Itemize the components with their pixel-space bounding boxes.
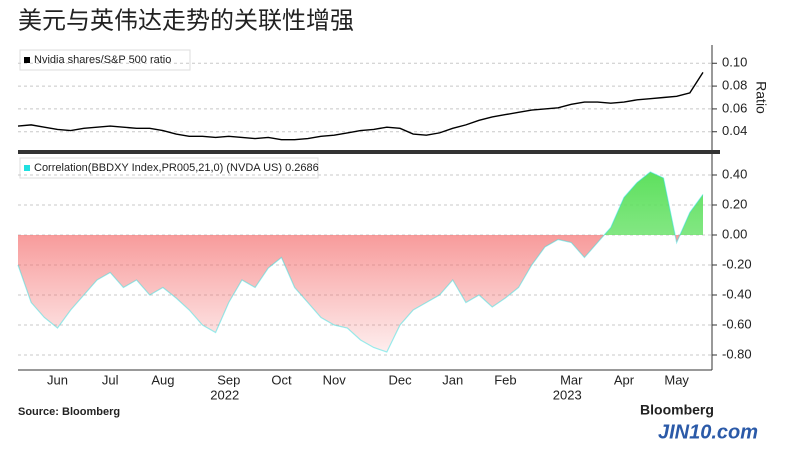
legend-swatch	[24, 57, 30, 63]
x-tick-label: Dec	[388, 372, 412, 387]
ratio-line	[17, 72, 704, 141]
y-tick-label: 0.00	[722, 226, 747, 241]
page-title: 美元与英伟达走势的关联性增强	[18, 7, 354, 35]
legend-box	[19, 49, 191, 71]
y-tick-label: 0.20	[722, 196, 747, 211]
y-tick-label: 0.40	[722, 166, 747, 181]
x-tick-label: May	[664, 372, 689, 387]
panel-separator	[18, 150, 720, 154]
y-tick-label: -0.40	[722, 286, 752, 301]
y-tick-label: -0.20	[722, 256, 752, 271]
x-tick-label: Nov	[323, 372, 347, 387]
x-tick-label: Oct	[271, 372, 292, 387]
y-tick-label: -0.80	[722, 346, 752, 361]
year-label: 2022	[210, 387, 239, 402]
y-axis-label: Ratio	[753, 81, 769, 114]
x-tick-label: Aug	[151, 372, 174, 387]
x-tick-label: Jul	[102, 372, 119, 387]
positive-area	[18, 172, 703, 235]
legend-label: Correlation(BBDXY Index,PR005,21,0) (NVD…	[34, 162, 319, 174]
watermark: JIN10.com	[658, 421, 758, 443]
x-tick-label: Jan	[442, 372, 463, 387]
x-tick-label: Sep	[217, 372, 240, 387]
correlation-line	[17, 171, 704, 353]
legend-box	[19, 157, 319, 179]
x-tick-label: Apr	[614, 372, 635, 387]
x-tick-label: Mar	[560, 372, 583, 387]
x-tick-label: Feb	[494, 372, 516, 387]
y-tick-label: 0.06	[722, 100, 747, 115]
y-tick-label: -0.60	[722, 316, 752, 331]
negative-area	[18, 235, 703, 352]
y-tick-label: 0.08	[722, 78, 747, 93]
legend-label: Nvidia shares/S&P 500 ratio	[34, 54, 171, 66]
y-tick-label: 0.04	[722, 123, 747, 138]
legend-swatch	[24, 165, 30, 171]
source: Source: Bloomberg	[18, 406, 120, 418]
year-label: 2023	[553, 387, 582, 402]
y-tick-label: 0.10	[722, 55, 747, 70]
brand: Bloomberg	[640, 402, 714, 418]
x-tick-label: Jun	[47, 372, 68, 387]
